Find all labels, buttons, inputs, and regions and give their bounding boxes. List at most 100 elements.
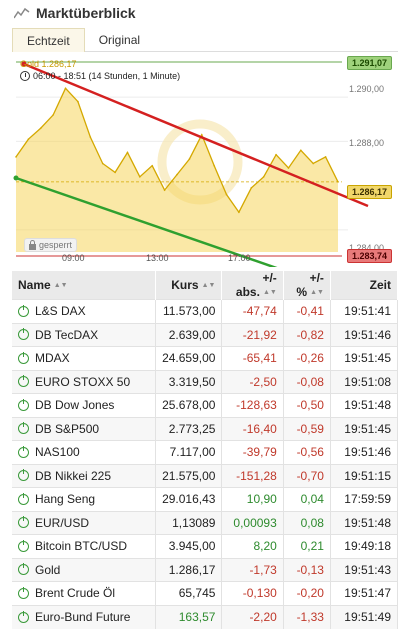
sort-icon: ▲▼ <box>262 289 277 297</box>
col-header-pct[interactable]: +/- % ▲▼ <box>283 271 331 300</box>
instrument-name[interactable]: Brent Crude Öl <box>35 586 116 601</box>
cell-abs-change: -39,79 <box>221 440 284 464</box>
sort-icon: ▲▼ <box>310 289 324 297</box>
cell-name[interactable]: NAS100 <box>12 440 157 464</box>
cell-name[interactable]: DB TecDAX <box>12 322 157 347</box>
cell-abs-change: -21,92 <box>221 322 284 347</box>
table-row[interactable]: Brent Crude Öl 65,745 -0,130 -0,20 19:51:47 <box>12 581 399 605</box>
instrument-name[interactable]: Bitcoin BTC/USD <box>35 539 128 554</box>
cell-pct-change: -0,41 <box>283 299 331 323</box>
table-row[interactable]: NAS100 7.117,00 -39,79 -0,56 19:51:46 <box>12 440 399 464</box>
data-point <box>287 167 290 169</box>
data-point <box>300 149 302 152</box>
instrument-name[interactable]: NAS100 <box>35 445 80 460</box>
instrument-name[interactable]: DB Dow Jones <box>35 398 115 413</box>
col-header-kurs[interactable]: Kurs ▲▼ <box>155 271 223 300</box>
cell-abs-change: -2,20 <box>221 604 284 629</box>
chart-legend: Gold 1.286,17 06:00 - 18:51 (14 Stunden,… <box>20 58 180 82</box>
cell-abs-change: -47,74 <box>221 299 284 323</box>
cell-name[interactable]: Bitcoin BTC/USD <box>12 534 157 558</box>
locked-label: gesperrt <box>39 240 73 250</box>
table-row[interactable]: EURO STOXX 50 3.319,50 -2,50 -0,08 19:51:08 <box>12 369 399 394</box>
data-point <box>163 189 166 191</box>
cell-name[interactable]: DB Nikkei 225 <box>12 463 157 488</box>
table-row[interactable]: Euro-Bund Future 163,57 -2,20 -1,33 19:51:49 <box>12 604 399 629</box>
cell-abs-change: -16,40 <box>221 416 284 441</box>
table-row[interactable]: Hang Seng 29.016,43 10,90 0,04 17:59:59 <box>12 487 399 511</box>
table-row[interactable]: DB S&P500 2.773,25 -16,40 -0,59 19:51:45 <box>12 416 399 441</box>
cell-time: 19:49:18 <box>330 534 399 558</box>
price-tag-current: 1.286,17 <box>346 185 392 199</box>
instrument-name[interactable]: DB Nikkei 225 <box>35 468 112 483</box>
cell-name[interactable]: Brent Crude Öl <box>12 581 157 605</box>
table-row[interactable]: DB TecDAX 2.639,00 -21,92 -0,82 19:51:46 <box>12 322 399 347</box>
table-row[interactable]: Bitcoin BTC/USD 3.945,00 8,20 0,21 19:49:18 <box>12 534 399 558</box>
cell-abs-change: -65,41 <box>221 346 284 370</box>
trendline-green <box>15 176 278 267</box>
cell-pct-change: -0,82 <box>283 322 331 347</box>
instrument-name[interactable]: Gold <box>35 562 61 577</box>
cell-kurs: 1,13089 <box>155 510 223 535</box>
instrument-name[interactable]: Euro-Bund Future <box>35 610 131 624</box>
locked-badge[interactable]: gesperrt <box>24 238 78 252</box>
y-tick-label: 1.284,00 <box>348 243 384 253</box>
cell-time: 19:51:47 <box>330 581 399 605</box>
table-row[interactable]: L&S DAX 11.573,00 -47,74 -0,41 19:51:41 <box>12 299 399 323</box>
instrument-name[interactable]: EURO STOXX 50 <box>35 374 131 389</box>
table-row[interactable]: DB Dow Jones 25.678,00 -128,63 -0,50 19:51:4… <box>12 393 399 417</box>
cell-name[interactable]: L&S DAX <box>12 299 157 323</box>
table-row[interactable]: MDAX 24.659,00 -65,41 -0,26 19:51:45 <box>12 346 399 370</box>
instrument-name[interactable]: EUR/USD <box>35 515 90 530</box>
col-header-zeit[interactable]: Zeit <box>330 271 399 300</box>
data-point <box>312 162 315 165</box>
cell-pct-change: -0,59 <box>283 416 331 441</box>
data-point <box>324 156 327 158</box>
cell-name[interactable]: Euro-Bund Future <box>12 604 157 629</box>
data-point <box>89 136 92 138</box>
live-status-icon <box>18 610 29 623</box>
table-row[interactable]: Gold 1.286,17 -1,73 -0,13 19:51:43 <box>12 557 399 582</box>
cell-name[interactable]: DB Dow Jones <box>12 393 157 417</box>
instrument-name[interactable]: DB S&P500 <box>35 421 100 436</box>
cell-time: 19:51:41 <box>330 299 399 323</box>
instrument-name[interactable]: L&S DAX <box>35 304 86 319</box>
cell-name[interactable]: Gold <box>12 557 157 582</box>
live-status-icon <box>18 586 29 599</box>
live-status-icon <box>18 563 29 576</box>
price-chart[interactable]: Gold 1.286,17 06:00 - 18:51 (14 Stunden,… <box>12 52 398 267</box>
live-status-icon <box>18 492 29 505</box>
live-status-icon <box>18 516 29 529</box>
cell-kurs: 2.773,25 <box>155 416 223 441</box>
cell-pct-change: -0,26 <box>283 346 331 370</box>
cell-kurs: 3.319,50 <box>155 369 223 394</box>
table-row[interactable]: EUR/USD 1,13089 0,00093 0,08 19:51:48 <box>12 510 399 535</box>
cell-abs-change: -0,130 <box>221 581 284 605</box>
instrument-name[interactable]: Hang Seng <box>35 492 96 507</box>
cell-name[interactable]: EURO STOXX 50 <box>12 369 157 394</box>
live-status-icon <box>18 445 29 458</box>
instrument-name[interactable]: DB TecDAX <box>35 327 99 342</box>
x-tick-label: 13:00 <box>146 253 169 263</box>
cell-name[interactable]: EUR/USD <box>12 510 157 535</box>
cell-name[interactable]: DB S&P500 <box>12 416 157 441</box>
data-point <box>101 162 104 165</box>
instrument-name[interactable]: MDAX <box>35 351 70 366</box>
cell-abs-change: -151,28 <box>221 463 284 488</box>
chart-canvas <box>13 61 369 267</box>
price-tag-low: 1.283,74 <box>346 249 392 263</box>
tab-original[interactable]: Original <box>98 33 141 47</box>
time-range-label: 06:00 - 18:51 (14 Stunden, 1 Minute) <box>33 71 181 81</box>
data-point <box>114 171 116 174</box>
cell-pct-change: 0,21 <box>283 534 331 558</box>
col-header-abs[interactable]: +/- abs. ▲▼ <box>221 271 284 300</box>
cell-pct-change: 0,08 <box>283 510 331 535</box>
cell-name[interactable]: Hang Seng <box>12 487 157 511</box>
table-row[interactable]: DB Nikkei 225 21.575,00 -151,28 -0,70 19:51:… <box>12 463 399 488</box>
cell-pct-change: 0,04 <box>283 487 331 511</box>
cell-kurs: 1.286,17 <box>155 557 223 582</box>
cell-name[interactable]: MDAX <box>12 346 157 370</box>
col-header-name[interactable]: Name ▲▼ <box>12 271 157 300</box>
cell-kurs: 2.639,00 <box>155 322 223 347</box>
data-point <box>275 153 277 156</box>
tab-echtzeit[interactable]: Echtzeit <box>12 28 85 52</box>
